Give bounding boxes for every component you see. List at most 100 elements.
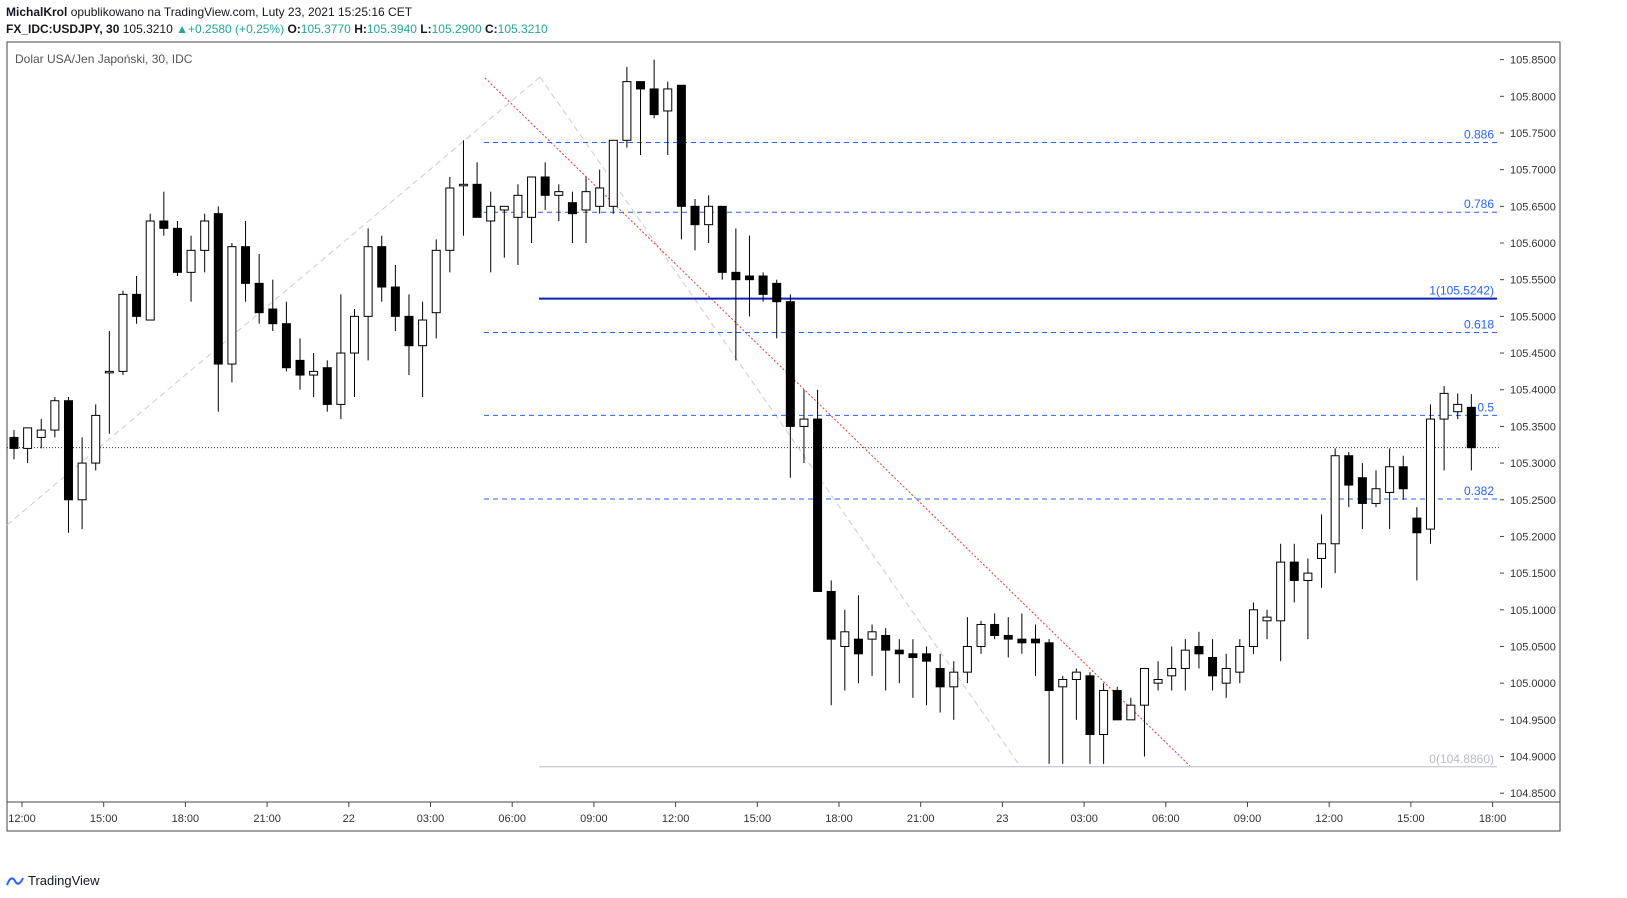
y-tick-label: 104.9000 <box>1510 752 1556 764</box>
candle-body <box>281 323 291 369</box>
candle-body <box>336 352 346 405</box>
candle-body <box>1180 649 1190 669</box>
candle-body <box>758 275 768 295</box>
time-axis[interactable]: 12:00 15:00 18:00 21:00 22 03:00 06:00 09:00 12:… <box>8 802 1506 825</box>
candle <box>404 294 414 376</box>
candle-body <box>77 462 87 501</box>
candle-body <box>962 645 972 673</box>
candle <box>104 331 114 434</box>
candle <box>527 176 537 244</box>
candle-body <box>268 308 278 325</box>
y-tick-label: 105.5500 <box>1510 275 1556 287</box>
y-tick-label: 105.3000 <box>1510 458 1556 470</box>
x-tick-label: 12:00 <box>662 813 690 825</box>
candle <box>785 294 795 478</box>
x-tick-label: 21:00 <box>253 813 281 825</box>
candle-body <box>1248 609 1258 647</box>
y-tick-label: 105.2500 <box>1510 495 1556 507</box>
candle-body <box>976 623 986 647</box>
candle-body <box>159 220 169 229</box>
candle-body <box>1466 406 1476 449</box>
candle-body <box>1044 642 1054 691</box>
candle-body <box>390 286 400 317</box>
candle-body <box>663 88 673 112</box>
candle <box>1439 386 1449 471</box>
candle-body <box>295 359 305 376</box>
candle-body <box>567 202 577 215</box>
candle-body <box>227 246 237 365</box>
candle-body <box>309 370 319 376</box>
candle <box>1071 668 1081 720</box>
y-tick-label: 105.6000 <box>1510 238 1556 250</box>
candle-body <box>9 436 19 449</box>
publish-header: MichalKrol opublikowano na TradingView.c… <box>6 5 412 19</box>
y-tick-label: 105.6500 <box>1510 201 1556 213</box>
candle <box>1099 683 1109 764</box>
candle <box>894 639 904 684</box>
author-name[interactable]: MichalKrol <box>6 5 68 19</box>
candle-body <box>363 246 373 317</box>
fib-level-label: 0(104.8860) <box>1429 752 1494 766</box>
x-tick-label: 15:00 <box>1397 813 1425 825</box>
candle-body <box>513 194 523 218</box>
candle-body <box>1344 455 1354 486</box>
candle <box>1398 455 1408 500</box>
candle-body <box>581 191 591 211</box>
fib-level-label: 0.886 <box>1464 128 1494 142</box>
tradingview-logo[interactable]: TradingView <box>6 873 100 888</box>
candle <box>1044 639 1054 764</box>
candle-body <box>1139 667 1149 706</box>
candle <box>881 628 891 691</box>
candle <box>241 220 251 302</box>
fib-level-label: 0.786 <box>1464 197 1494 211</box>
fib-retracement[interactable]: 0.886 0.786 1(105.5242) 0.618 0.5 0.382 0(104.… <box>484 128 1497 768</box>
guide-line-up <box>6 76 541 526</box>
high-value: 105.3940 <box>366 22 417 36</box>
brand-name: TradingView <box>28 873 100 888</box>
candle <box>731 228 741 361</box>
candle <box>172 220 182 277</box>
candle <box>799 389 809 464</box>
fib-level-label: 0.382 <box>1464 484 1494 498</box>
candle <box>159 191 169 236</box>
candle <box>1153 661 1163 691</box>
y-tick-label: 105.4000 <box>1510 385 1556 397</box>
candle <box>390 265 400 332</box>
candle <box>581 176 591 244</box>
candle-body <box>404 315 414 347</box>
fib-level-label: 1(105.5242) <box>1429 284 1494 298</box>
candle-body <box>200 220 210 251</box>
candle-body <box>717 205 727 273</box>
candle-body <box>1099 689 1109 736</box>
candle-body <box>935 667 945 688</box>
candle-body <box>1112 689 1122 721</box>
x-tick-label: 23 <box>996 813 1008 825</box>
candle-body <box>23 427 33 449</box>
candle-body <box>772 282 782 303</box>
candle-body <box>1439 392 1449 420</box>
candle <box>9 430 19 460</box>
tradingview-logo-icon <box>6 876 24 885</box>
price-axis[interactable]: 105.8500 105.8000 105.7500 105.7000 105.6500… <box>1500 55 1556 801</box>
candle <box>554 184 564 221</box>
candle <box>1262 609 1272 640</box>
x-tick-label: 22 <box>343 813 355 825</box>
candle-body <box>145 220 155 321</box>
candle-body <box>867 631 877 640</box>
candle <box>1425 404 1435 544</box>
candle-body <box>1085 675 1095 736</box>
x-tick-label: 18:00 <box>825 813 853 825</box>
candle <box>1180 639 1190 691</box>
open-label: O: <box>287 22 301 36</box>
candle <box>418 301 428 398</box>
candle <box>1453 393 1463 420</box>
candle <box>1126 697 1136 721</box>
candle <box>636 81 646 155</box>
candle <box>377 235 387 302</box>
candle-body <box>540 176 550 196</box>
trend-line[interactable] <box>484 77 1191 767</box>
candle <box>200 213 210 273</box>
candle <box>499 205 509 258</box>
candle <box>813 389 823 592</box>
